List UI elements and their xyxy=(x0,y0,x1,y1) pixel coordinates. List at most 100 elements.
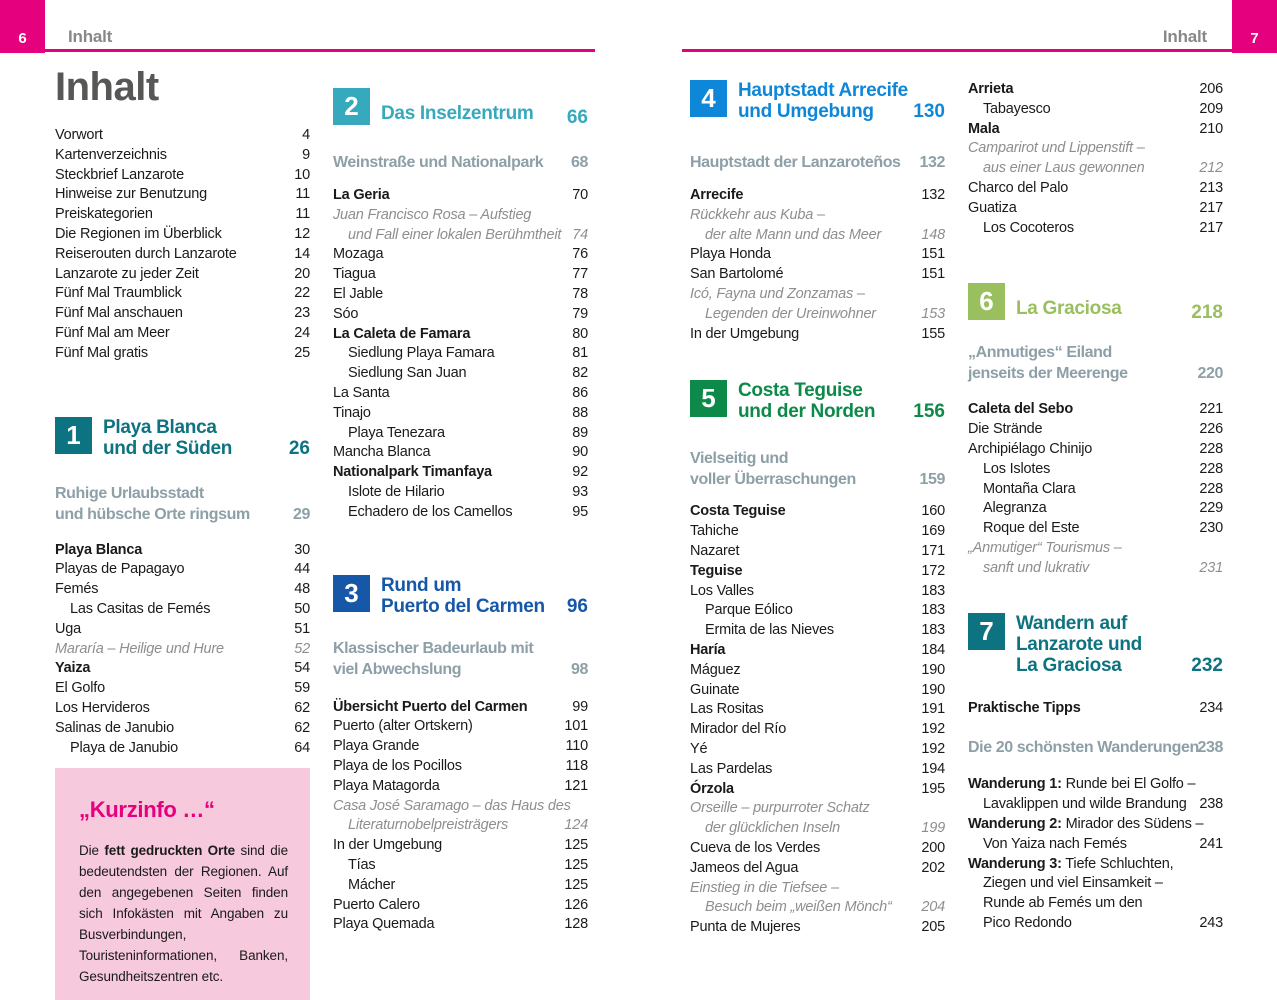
entry-page-number: 190 xyxy=(921,661,945,678)
entry-label: Besuch beim „weißen Mönch“ xyxy=(705,899,892,916)
toc-column-1: Inhalt Vorwort 4 Kartenverzeichnis 9 Steckbr… xyxy=(55,55,310,1000)
entry-page-number: 125 xyxy=(564,876,588,893)
entry-label: Fünf Mal anschauen xyxy=(55,305,183,322)
toc-entry: sanft und lukrativ 231 xyxy=(968,559,1223,579)
toc-entry: Teguise 172 xyxy=(690,562,945,582)
entry-label: Pico Redondo xyxy=(983,914,1072,931)
entry-label: der glücklichen Inseln xyxy=(705,820,841,837)
toc-entry: Nationalpark Timanfaya 92 xyxy=(333,463,588,483)
entry-prefix: Wanderung 2: xyxy=(968,815,1062,832)
toc-entry: und Fall einer lokalen Berühmtheit 74 xyxy=(333,226,588,246)
entry-label: Charco del Palo xyxy=(968,179,1069,196)
running-head-right: Inhalt xyxy=(1162,27,1207,46)
toc-section-header: 1 Playa Blanca und der Süden 26 xyxy=(55,416,310,459)
toc-entry: Lavaklippen und wilde Brandung 238 xyxy=(968,795,1223,815)
entry-label: Orseille – purpurroter Schatz xyxy=(690,800,870,817)
entry-label: Arrieta xyxy=(968,81,1014,97)
toc-entry: Yaiza 54 xyxy=(55,659,310,679)
entry-label: Fünf Mal am Meer xyxy=(55,324,170,341)
subtitle-page-number: 29 xyxy=(293,505,310,523)
entry-label: Einstieg in die Tiefsee – xyxy=(690,879,839,896)
entry-label: La Geria xyxy=(333,187,390,203)
entry-label: Tabayesco xyxy=(983,100,1051,117)
entry-page-number: 110 xyxy=(565,738,588,755)
entry-label: Ziegen und viel Einsamkeit – xyxy=(983,875,1163,892)
entry-label: Yé xyxy=(690,740,708,757)
section-title: Rund um Puerto del Carmen xyxy=(381,574,545,617)
entry-label: Alegranza xyxy=(983,500,1047,517)
toc-entry: Charco del Palo 213 xyxy=(968,179,1223,199)
entry-label: Tinajo xyxy=(333,404,371,421)
entry-label: Islote de Hilario xyxy=(348,483,445,500)
toc-entry: Arrieta 206 xyxy=(968,80,1223,100)
toc-entry: Playas de Papagayo 44 xyxy=(55,560,310,580)
entry-label: Órzola xyxy=(690,780,734,797)
entry-page-number: 92 xyxy=(572,464,588,481)
entry-label: Runde ab Femés um den xyxy=(983,895,1143,912)
entry-page-number: 204 xyxy=(921,899,945,916)
toc-entry: Arrecife 132 xyxy=(690,186,945,206)
entry-page-number: 64 xyxy=(294,739,310,756)
toc-section-header: 6 La Graciosa 218 xyxy=(968,283,1223,323)
toc-entry: Fünf Mal gratis 25 xyxy=(55,344,310,364)
entry-label: Casa José Saramago – das Haus des xyxy=(333,797,571,814)
entry-page-number: 99 xyxy=(572,698,588,715)
entry-page-number: 151 xyxy=(921,266,945,283)
entry-page-number: 78 xyxy=(572,285,588,302)
entry-page-number: 226 xyxy=(1199,421,1223,438)
toc-entry: Die Strände 226 xyxy=(968,420,1223,440)
toc-entry: Playa Honda 151 xyxy=(690,245,945,265)
entry-label: Los Cocoteros xyxy=(983,219,1074,236)
toc-entry: Wanderung 1: Runde bei El Golfo – xyxy=(968,775,1223,795)
entry-label: Sóo xyxy=(333,305,359,322)
kurzinfo-box: „Kurzinfo …“ Die fett gedruckten Orte sin… xyxy=(55,768,310,1000)
header-rule-right xyxy=(682,49,1232,52)
entry-page-number: 200 xyxy=(921,839,945,856)
toc-entry: Puerto Calero 126 xyxy=(333,896,588,916)
toc-entry: Los Islotes 228 xyxy=(968,460,1223,480)
entry-label: Kartenverzeichnis xyxy=(55,146,167,163)
toc-entry: Besuch beim „weißen Mönch“ 204 xyxy=(690,898,945,918)
toc-column-3: 4 Hauptstadt Arrecife und Umgebung 130 Haupt… xyxy=(690,55,945,938)
toc-entry: La Geria 70 xyxy=(333,186,588,206)
toc-entry: Costa Teguise 160 xyxy=(690,502,945,522)
toc-entry: Legenden der Ureinwohner 153 xyxy=(690,305,945,325)
entry-label: El Jable xyxy=(333,285,383,302)
entry-page-number: 229 xyxy=(1199,500,1223,517)
entry-label: Nationalpark Timanfaya xyxy=(333,464,492,481)
page-number-left: 6 xyxy=(18,30,27,47)
entry-page-number: 191 xyxy=(921,701,945,718)
toc-entry: der alte Mann und das Meer 148 xyxy=(690,226,945,246)
toc-entry-list: Arrieta 206 Tabayesco 209 Mala 210 Camparirot … xyxy=(968,80,1223,238)
entry-label: Hinweise zur Benutzung xyxy=(55,186,207,203)
toc-entry: La Caleta de Famara 80 xyxy=(333,325,588,345)
entry-label: Mararía – Heilige und Hure xyxy=(55,640,224,657)
section-title: Playa Blanca und der Süden xyxy=(103,416,233,459)
entry-label: Uga xyxy=(55,620,81,637)
entry-page-number: 171 xyxy=(921,542,945,559)
toc-entry-list: Playa Blanca 30 Playas de Papagayo 44 Femés 4… xyxy=(55,541,310,759)
entry-label: Ermita de las Nieves xyxy=(705,622,834,639)
toc-entry-list: Costa Teguise 160 Tahiche 169 Nazaret 171 Tegu… xyxy=(690,502,945,938)
toc-entry: Casa José Saramago – das Haus des xyxy=(333,797,588,817)
toc-entry-list: La Geria 70 Juan Francisco Rosa – Aufstieg… xyxy=(333,186,588,523)
entry-page-number: 59 xyxy=(294,680,310,697)
entry-label: Las Casitas de Femés xyxy=(70,600,211,617)
entry-page-number: 90 xyxy=(572,444,588,461)
entry-label: Playa Honda xyxy=(690,246,771,263)
toc-entry: Juan Francisco Rosa – Aufstieg xyxy=(333,206,588,226)
entry-page-number: 62 xyxy=(294,719,310,736)
kurzinfo-bold-text: fett gedruckten Orte xyxy=(104,843,236,859)
toc-entry: El Golfo 59 xyxy=(55,679,310,699)
entry-page-number: 82 xyxy=(572,365,588,382)
entry-label: Puerto (alter Ortskern) xyxy=(333,718,473,735)
entry-label: Playa Quemada xyxy=(333,916,435,933)
toc-entry: Mirador del Río 192 xyxy=(690,720,945,740)
entry-page-number: 24 xyxy=(294,324,310,341)
toc-section-header: 3 Rund um Puerto del Carmen 96 xyxy=(333,574,588,617)
entry-label: Roque del Este xyxy=(983,520,1080,537)
toc-entry: Icó, Fayna und Zonzamas – xyxy=(690,285,945,305)
entry-page-number: 22 xyxy=(294,285,310,302)
entry-page-number: 12 xyxy=(294,225,310,242)
toc-entry: Guinate 190 xyxy=(690,681,945,701)
